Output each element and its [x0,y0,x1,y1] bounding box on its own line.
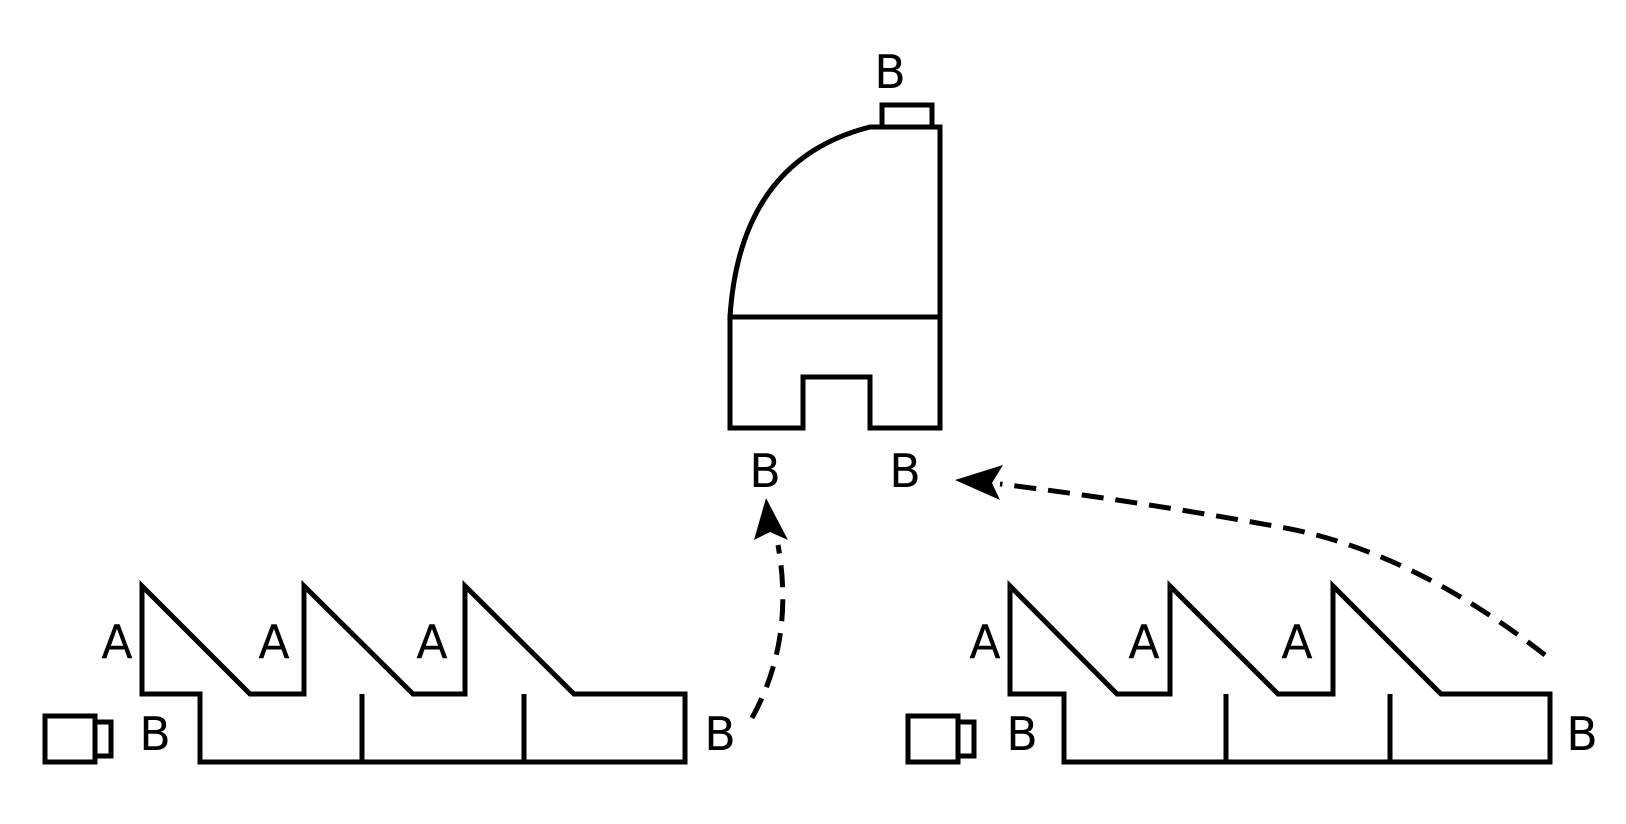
label-b-right-end: B [1566,707,1598,761]
label-b-top: B [874,45,906,99]
label-a-left-2: A [258,615,290,669]
left-arrow-head [754,498,788,540]
label-b-bottom-right: B [889,444,921,498]
label-b-left-start: B [139,707,171,761]
assembled-piece-lower-body [727,314,943,431]
left-chain-outline [139,579,688,765]
left-arrow [749,498,788,720]
left-end-block-tab [92,719,114,759]
right-end-block [905,713,961,765]
left-arrow-line [749,544,786,720]
right-arrow-head [955,465,1003,500]
left-chain: A A A B B [42,579,736,765]
right-end-block-tab [955,719,977,759]
right-arrow [955,465,1547,657]
label-a-left-1: A [101,615,133,669]
assembled-piece-upper-body [727,124,943,320]
label-a-right-1: A [969,615,1001,669]
label-b-bottom-left: B [749,444,781,498]
label-b-right-start: B [1006,707,1038,761]
label-a-right-3: A [1281,615,1313,669]
label-a-left-3: A [416,615,448,669]
right-chain-outline [1007,579,1553,765]
assembled-piece-top-tab [879,102,935,130]
right-chain: A A A B B [905,579,1598,765]
left-end-block [42,713,98,765]
label-b-left-end: B [704,707,736,761]
right-arrow-line [999,481,1547,657]
label-a-right-2: A [1128,615,1160,669]
assembled-piece: B B B [727,45,943,498]
